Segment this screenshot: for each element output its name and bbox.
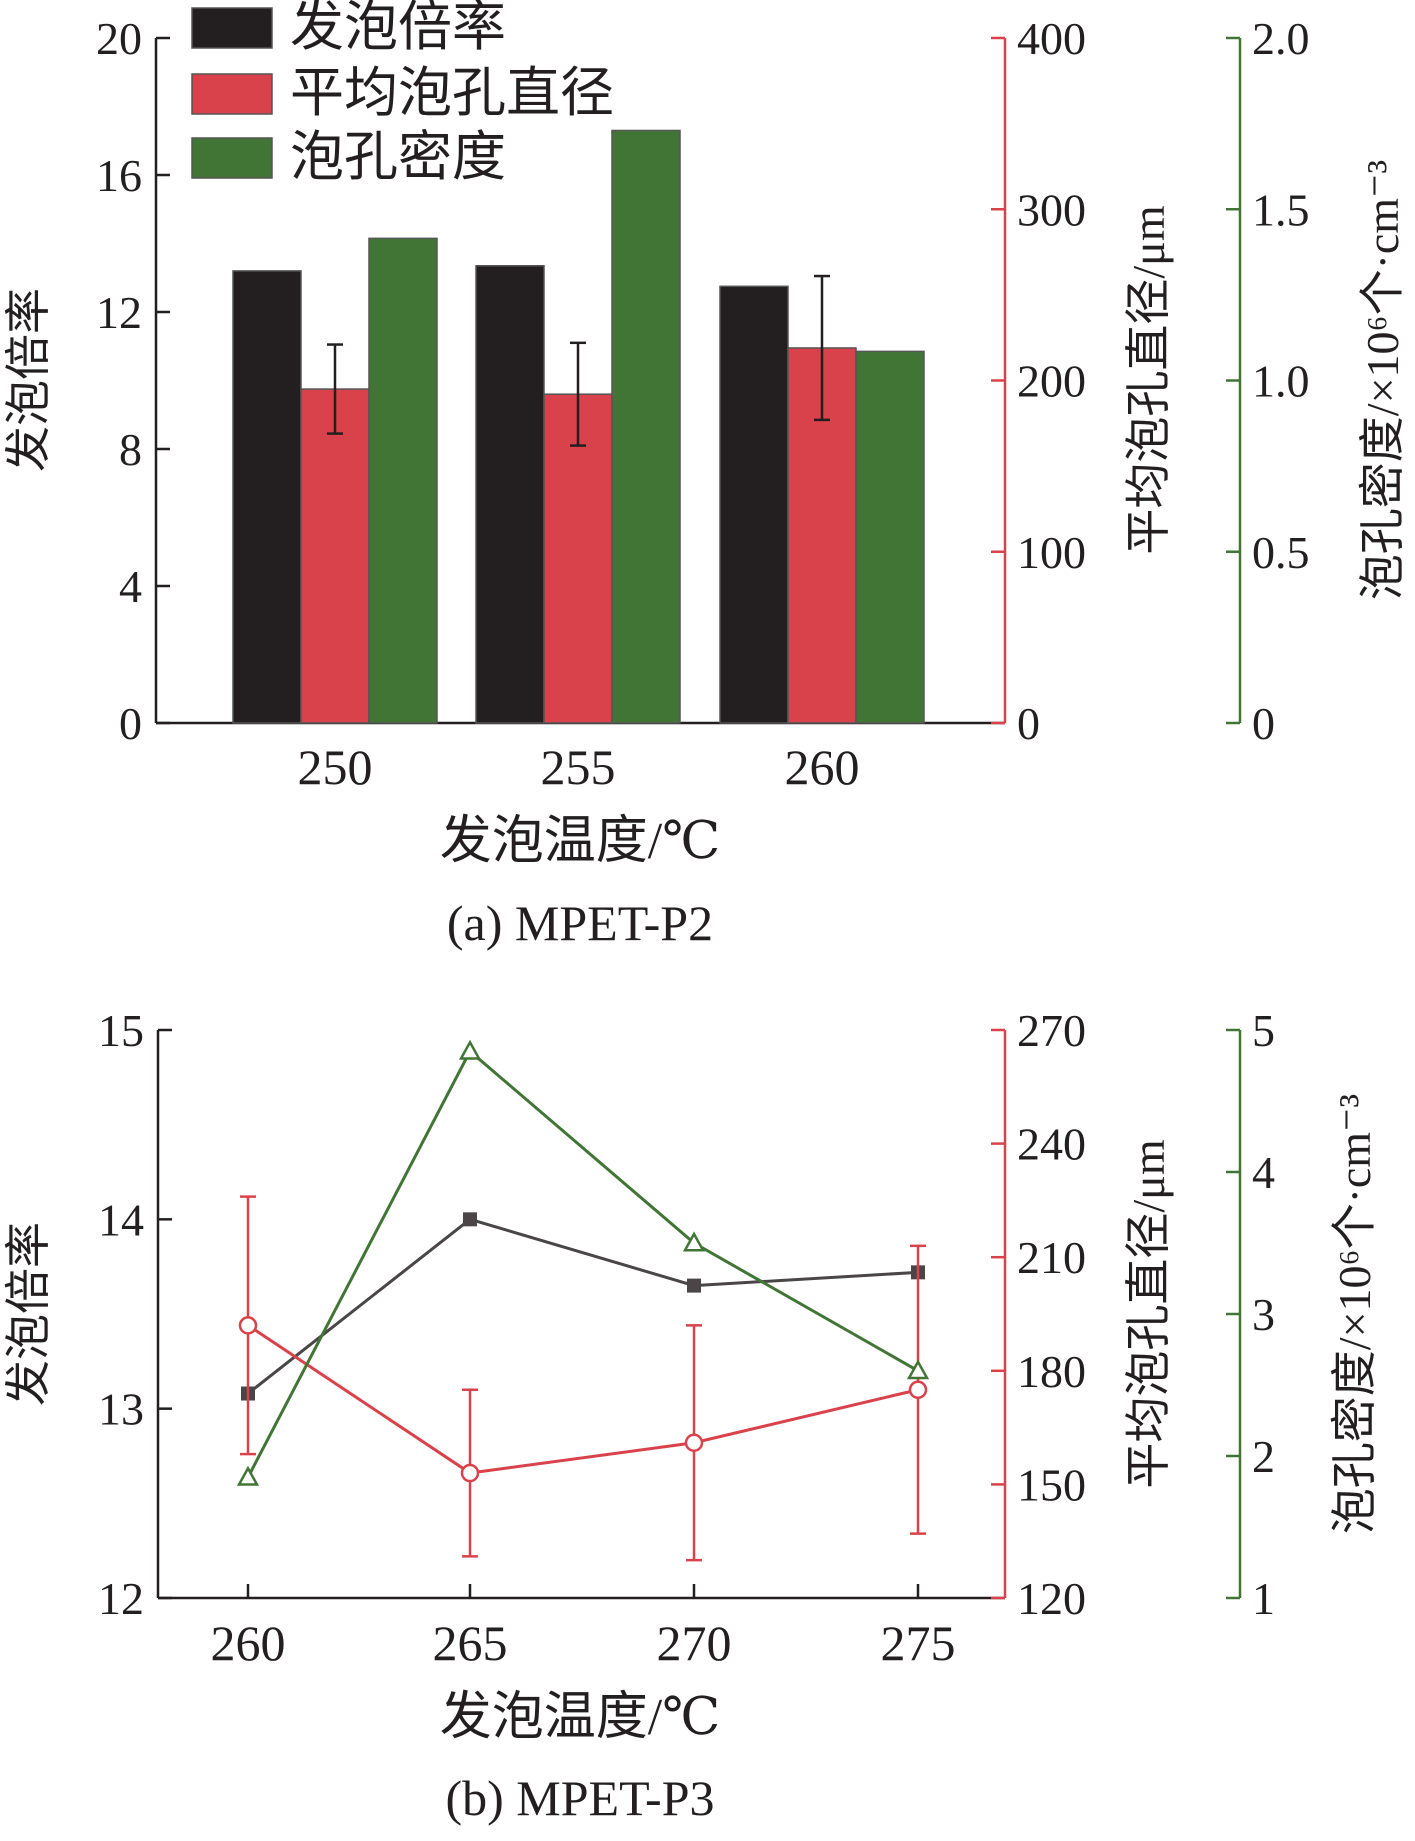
right-axis-2-tick-label: 2.0 xyxy=(1252,13,1310,64)
left-axis-tick-label: 12 xyxy=(98,1573,144,1624)
right-axis-2-tick-label: 1.5 xyxy=(1252,184,1310,235)
right-axis-1-label: 平均泡孔直径/μm xyxy=(1123,1139,1174,1488)
x-axis-label: 发泡温度/℃ xyxy=(440,813,721,870)
left-axis-tick-label: 20 xyxy=(96,13,142,64)
right-axis-2-tick-label: 5 xyxy=(1252,1005,1275,1056)
chart-caption-b: (b) MPET-P3 xyxy=(445,1770,714,1826)
left-axis-tick-label: 15 xyxy=(98,1005,144,1056)
right-axis-2-tick-label: 4 xyxy=(1252,1147,1275,1198)
right-axis-1-tick-label: 120 xyxy=(1017,1573,1086,1624)
right-axis-1-tick-label: 270 xyxy=(1017,1005,1086,1056)
x-tick-label: 255 xyxy=(541,739,616,795)
legend-swatch-2 xyxy=(191,73,273,115)
left-axis-tick-label: 8 xyxy=(119,424,142,475)
series-line-3 xyxy=(246,1048,919,1478)
x-tick-label: 260 xyxy=(785,739,860,795)
legend-swatch-3 xyxy=(191,137,273,179)
right-axis-2-tick-label: 2 xyxy=(1252,1431,1275,1482)
series-line-2 xyxy=(247,1324,919,1475)
right-axis-1-tick-label: 210 xyxy=(1017,1232,1086,1283)
right-axis-1-tick-label: 150 xyxy=(1017,1459,1086,1510)
x-tick-label: 250 xyxy=(298,739,373,795)
left-axis-tick-label: 14 xyxy=(98,1194,144,1245)
point-2-260 xyxy=(238,1316,258,1335)
right-axis-2-tick-label: 1.0 xyxy=(1252,356,1310,407)
legend-label-3: 泡孔密度 xyxy=(290,127,506,187)
legend-label-1: 发泡倍率 xyxy=(290,0,506,57)
point-2-270 xyxy=(684,1433,704,1452)
right-axis-1-tick-label: 240 xyxy=(1017,1119,1086,1170)
legend-label-2: 平均泡孔直径 xyxy=(290,63,614,123)
bar-3-250 xyxy=(368,237,438,724)
x-tick-label-b: 260 xyxy=(211,1615,286,1671)
right-axis-1-tick-label: 180 xyxy=(1017,1346,1086,1397)
series-line-1 xyxy=(247,1217,919,1395)
left-axis-tick-label: 13 xyxy=(98,1384,144,1435)
point-2-265 xyxy=(460,1463,480,1483)
right-axis-1-label: 平均泡孔直径/μm xyxy=(1123,205,1174,554)
point-1-265 xyxy=(463,1212,477,1227)
bar-2-250 xyxy=(300,388,370,724)
right-axis-2-label: 泡孔密度/×10⁶个·cm⁻³ xyxy=(1329,1094,1380,1534)
right-axis-1-tick-label: 0 xyxy=(1017,698,1040,749)
chart-caption: (a) MPET-P2 xyxy=(447,895,713,951)
left-axis-tick-label: 4 xyxy=(119,561,142,612)
bar-1-255 xyxy=(475,265,545,724)
legend-swatch-1 xyxy=(191,7,273,49)
x-tick-label-b: 270 xyxy=(657,1615,732,1671)
point-3-275 xyxy=(906,1359,930,1380)
right-axis-2-tick-label: 0.5 xyxy=(1252,527,1310,578)
point-3-260 xyxy=(236,1465,260,1486)
left-axis-tick-label: 12 xyxy=(96,287,142,338)
x-tick-label-b: 275 xyxy=(881,1615,956,1671)
bar-3-255 xyxy=(611,129,681,724)
right-axis-2-tick-label: 0 xyxy=(1252,698,1275,749)
right-axis-2-tick-label: 3 xyxy=(1252,1289,1275,1340)
point-3-270 xyxy=(682,1231,706,1252)
point-2-275 xyxy=(908,1380,928,1399)
right-axis-2-label: 泡孔密度/×10⁶个·cm⁻³ xyxy=(1357,160,1408,600)
right-axis-1-tick-label: 100 xyxy=(1017,527,1086,578)
right-axis-1-tick-label: 300 xyxy=(1017,184,1086,235)
left-axis-label: 发泡倍率 xyxy=(3,288,54,472)
bar-2-255 xyxy=(543,393,613,724)
right-axis-1-tick-label: 200 xyxy=(1017,356,1086,407)
right-axis-1-tick-label: 400 xyxy=(1017,13,1086,64)
bar-1-260 xyxy=(719,285,789,724)
bar-1-250 xyxy=(232,270,302,724)
left-axis-label: 发泡倍率 xyxy=(3,1222,54,1406)
x-tick-label-b: 265 xyxy=(433,1615,508,1671)
left-axis-tick-label: 16 xyxy=(96,150,142,201)
point-3-265 xyxy=(458,1039,482,1060)
right-axis-2-tick-label: 1 xyxy=(1252,1573,1275,1624)
x-axis-label-b: 发泡温度/℃ xyxy=(440,1689,721,1746)
point-1-270 xyxy=(687,1278,701,1293)
left-axis-tick-label: 0 xyxy=(119,698,142,749)
bar-3-260 xyxy=(855,350,925,724)
